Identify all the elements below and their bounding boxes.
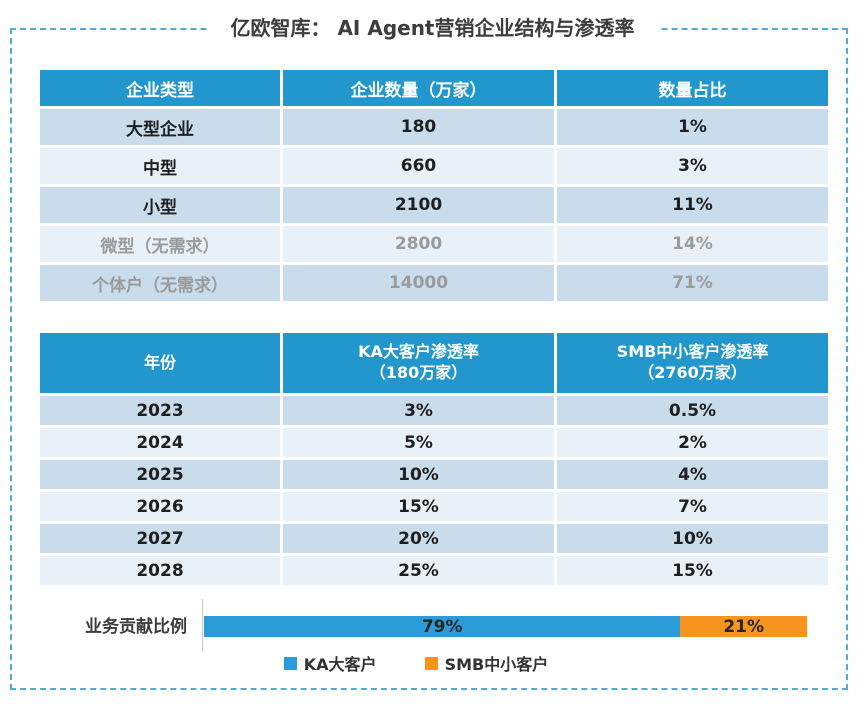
legend-item-ka: KA大客户 xyxy=(283,651,377,675)
table-row: 2025 10% 4% xyxy=(40,460,828,489)
cell-smb-rate: 10% xyxy=(557,524,828,553)
cell-smb-rate: 15% xyxy=(557,556,828,585)
cell-smb-rate: 4% xyxy=(557,460,828,489)
cell-year: 2026 xyxy=(40,492,280,521)
table-row: 微型（无需求） 2800 14% xyxy=(40,226,828,262)
ka-swatch-icon xyxy=(283,656,297,670)
table-row: 小型 2100 11% xyxy=(40,187,828,223)
cell-count: 660 xyxy=(283,148,554,184)
table-row: 中型 660 3% xyxy=(40,148,828,184)
column-header-smb-penetration: SMB中小客户渗透率 （2760万家） xyxy=(557,333,828,393)
cell-share: 11% xyxy=(557,187,828,223)
cell-share: 1% xyxy=(557,109,828,145)
column-header-year: 年份 xyxy=(40,333,280,393)
contribution-label: 业务贡献比例 xyxy=(85,617,187,637)
bar-value-label: 79% xyxy=(421,616,463,637)
cell-ka-rate: 20% xyxy=(283,524,554,553)
cell-count: 180 xyxy=(283,109,554,145)
legend: KA大客户 SMB中小客户 xyxy=(0,651,832,675)
bar-segment-smb: 21% xyxy=(680,616,807,637)
table-row: 2026 15% 7% xyxy=(40,492,828,521)
table-row: 2027 20% 10% xyxy=(40,524,828,553)
cell-year: 2023 xyxy=(40,396,280,425)
header-line: SMB中小客户渗透率 xyxy=(616,342,769,362)
cell-type: 大型企业 xyxy=(40,109,280,145)
cell-type: 微型（无需求） xyxy=(40,226,280,262)
cell-smb-rate: 0.5% xyxy=(557,396,828,425)
cell-share: 14% xyxy=(557,226,828,262)
cell-share: 71% xyxy=(557,265,828,301)
enterprise-structure-table: 企业类型 企业数量（万家） 数量占比 大型企业 180 1% 中型 660 3%… xyxy=(40,70,828,301)
table-header-row: 企业类型 企业数量（万家） 数量占比 xyxy=(40,70,828,106)
cell-type: 中型 xyxy=(40,148,280,184)
header-line: （2760万家） xyxy=(638,363,747,382)
cell-year: 2024 xyxy=(40,428,280,457)
page-title: 亿欧智库： AI Agent营销企业结构与渗透率 xyxy=(206,15,659,42)
cell-ka-rate: 5% xyxy=(283,428,554,457)
column-header-enterprise-type: 企业类型 xyxy=(40,70,280,106)
cell-ka-rate: 3% xyxy=(283,396,554,425)
cell-share: 3% xyxy=(557,148,828,184)
contribution-stacked-bar: 79% 21% xyxy=(204,616,807,637)
table-row: 大型企业 180 1% xyxy=(40,109,828,145)
cell-ka-rate: 15% xyxy=(283,492,554,521)
cell-count: 2100 xyxy=(283,187,554,223)
table-row: 2028 25% 15% xyxy=(40,556,828,585)
header-line: （180万家） xyxy=(369,363,468,382)
cell-type: 小型 xyxy=(40,187,280,223)
legend-item-smb: SMB中小客户 xyxy=(424,651,549,675)
penetration-rate-table: 年份 KA大客户渗透率 （180万家） SMB中小客户渗透率 （2760万家） … xyxy=(40,333,828,585)
bar-axis-line xyxy=(202,599,203,651)
column-header-enterprise-count: 企业数量（万家） xyxy=(283,70,554,106)
cell-count: 2800 xyxy=(283,226,554,262)
table-header-row: 年份 KA大客户渗透率 （180万家） SMB中小客户渗透率 （2760万家） xyxy=(40,333,828,393)
table-row: 2023 3% 0.5% xyxy=(40,396,828,425)
cell-year: 2028 xyxy=(40,556,280,585)
table-row: 2024 5% 2% xyxy=(40,428,828,457)
cell-smb-rate: 7% xyxy=(557,492,828,521)
cell-count: 14000 xyxy=(283,265,554,301)
header-line: 年份 xyxy=(143,352,176,372)
cell-ka-rate: 10% xyxy=(283,460,554,489)
legend-label: SMB中小客户 xyxy=(444,655,549,674)
column-header-count-share: 数量占比 xyxy=(557,70,828,106)
legend-label: KA大客户 xyxy=(303,655,377,674)
column-header-ka-penetration: KA大客户渗透率 （180万家） xyxy=(283,333,554,393)
cell-year: 2027 xyxy=(40,524,280,553)
smb-swatch-icon xyxy=(424,656,438,670)
cell-ka-rate: 25% xyxy=(283,556,554,585)
cell-type: 个体户（无需求） xyxy=(40,265,280,301)
bar-value-label: 21% xyxy=(723,616,765,637)
table-row: 个体户（无需求） 14000 71% xyxy=(40,265,828,301)
header-line: KA大客户渗透率 xyxy=(358,342,479,362)
bar-segment-ka: 79% xyxy=(204,616,681,637)
cell-year: 2025 xyxy=(40,460,280,489)
cell-smb-rate: 2% xyxy=(557,428,828,457)
